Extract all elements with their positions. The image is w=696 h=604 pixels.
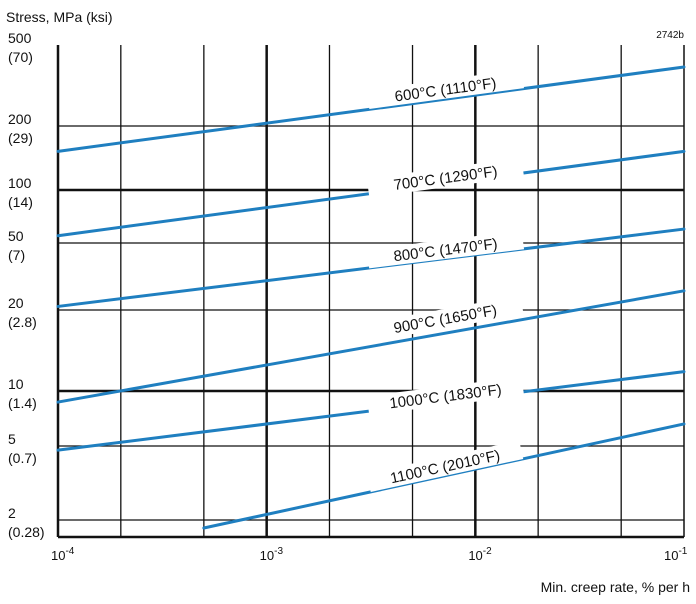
figure-id: 2742b bbox=[656, 30, 684, 41]
series-lines bbox=[56, 65, 686, 530]
series-label-6: 1100°C (2010°F) bbox=[389, 447, 502, 487]
series-line-4 bbox=[56, 289, 686, 404]
tick-labels: 500 (70) 200 (29) 100 (14) 50 (7) 20 (2.8) 10 (1.4)… bbox=[8, 30, 688, 563]
x-axis-title: Min. creep rate, % per h bbox=[541, 579, 690, 595]
y-tick-label-ksi: (0.7) bbox=[8, 450, 37, 466]
x-tick-label: 10-4 bbox=[51, 546, 75, 563]
y-tick-label: 10 bbox=[8, 376, 24, 392]
series-label-bg bbox=[366, 440, 524, 492]
y-tick-label-ksi: (7) bbox=[8, 247, 25, 263]
series-label-bg bbox=[366, 295, 524, 342]
y-tick-label: 50 bbox=[8, 228, 24, 244]
series-label-bg bbox=[366, 230, 525, 269]
series-label-5: 1000°C (1830°F) bbox=[388, 381, 502, 412]
y-tick-label-ksi: (14) bbox=[8, 194, 33, 210]
y-tick-label-ksi: (70) bbox=[8, 49, 33, 65]
series-label-bg bbox=[366, 157, 524, 198]
series-line-1 bbox=[56, 65, 686, 153]
y-tick-label: 5 bbox=[8, 431, 16, 447]
y-tick-label: 20 bbox=[8, 295, 24, 311]
y-tick-label: 200 bbox=[8, 111, 32, 127]
grid bbox=[56, 45, 685, 539]
series-label-1: 600°C (1110°F) bbox=[394, 75, 498, 106]
y-tick-label-ksi: (2.8) bbox=[8, 314, 37, 330]
series-label-bg bbox=[366, 69, 524, 109]
y-tick-label-ksi: (29) bbox=[8, 130, 33, 146]
series-label-bg bbox=[366, 376, 525, 415]
y-axis-title: Stress, MPa (ksi) bbox=[6, 9, 113, 25]
x-tick-label: 10-1 bbox=[664, 546, 688, 563]
y-tick-label: 100 bbox=[8, 175, 32, 191]
y-tick-label: 500 bbox=[8, 30, 32, 46]
y-tick-label-ksi: (1.4) bbox=[8, 395, 37, 411]
x-tick-label: 10-3 bbox=[260, 546, 284, 563]
y-tick-label-ksi: (0.28) bbox=[8, 524, 45, 540]
y-tick-label: 2 bbox=[8, 505, 16, 521]
series-labels: 600°C (1110°F)700°C (1290°F)800°C (1470°… bbox=[366, 69, 525, 492]
x-tick-label: 10-2 bbox=[468, 546, 492, 563]
